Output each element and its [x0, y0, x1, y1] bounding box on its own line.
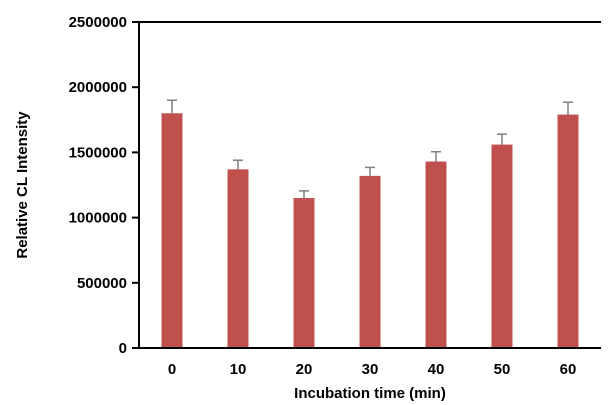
x-tick-label: 20	[296, 361, 313, 378]
y-tick-label: 0	[119, 340, 127, 357]
bars-group	[161, 113, 579, 348]
bar-0	[161, 113, 183, 348]
x-tick-label: 30	[362, 361, 379, 378]
bar-10	[227, 169, 249, 348]
y-axis-title: Relative CL Intensity	[14, 111, 31, 259]
x-tick-label: 60	[560, 361, 577, 378]
bar-50	[491, 144, 513, 348]
x-tick-label: 0	[168, 361, 176, 378]
y-tick-label: 2000000	[69, 79, 127, 96]
x-tick-label: 50	[494, 361, 511, 378]
x-tick-label: 40	[428, 361, 445, 378]
y-tick-label: 2500000	[69, 14, 127, 31]
y-axis-ticks: 0 500000 1000000 1500000 2000000 2500000	[69, 14, 139, 357]
x-axis-title: Incubation time (min)	[294, 385, 446, 402]
bar-40	[425, 161, 447, 348]
x-tick-label: 10	[230, 361, 247, 378]
bar-20	[293, 198, 315, 348]
y-tick-label: 1000000	[69, 210, 127, 227]
y-tick-label: 1500000	[69, 144, 127, 161]
bar-60	[557, 114, 579, 348]
bar-30	[359, 175, 381, 348]
x-axis-ticks: 0 10 20 30 40 50 60	[168, 361, 577, 378]
y-tick-label: 500000	[77, 275, 127, 292]
error-bars-group	[167, 99, 573, 199]
